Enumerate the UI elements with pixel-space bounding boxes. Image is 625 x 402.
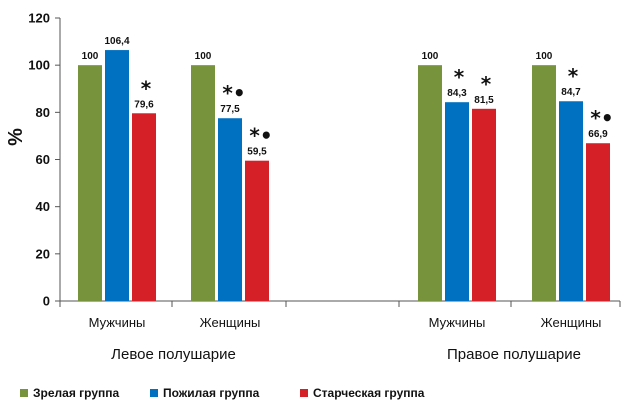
y-tick-label: 100 — [28, 58, 50, 73]
bar — [532, 65, 556, 302]
data-label: 100 — [536, 51, 553, 62]
bar — [586, 143, 610, 301]
y-tick-label: 80 — [36, 105, 50, 120]
data-label: 79,6 — [134, 99, 154, 110]
significance-mark: *• — [590, 106, 613, 130]
significance-mark: * — [454, 65, 465, 89]
category-label: Мужчины — [429, 315, 486, 330]
legend-swatch — [150, 389, 158, 397]
bars — [78, 50, 610, 302]
data-label: 100 — [82, 51, 99, 62]
significance-mark: * — [141, 76, 152, 100]
data-label: 100 — [195, 51, 212, 62]
significance-mark: * — [481, 72, 492, 96]
y-axis-title: % — [5, 128, 27, 146]
legend-label: Зрелая группа — [33, 386, 119, 400]
data-label: 106,4 — [104, 36, 129, 47]
group-label: Правое полушарие — [447, 346, 581, 363]
category-labels: Мужчины Женщины Левое полушарие Мужчины Женщ… — [89, 315, 602, 363]
bar — [191, 65, 215, 302]
data-label: 77,5 — [220, 104, 240, 115]
y-tick-label: 0 — [43, 294, 50, 309]
significance-mark: *• — [222, 81, 245, 105]
data-label: 81,5 — [474, 95, 494, 106]
category-label: Женщины — [541, 315, 602, 330]
data-label: 84,3 — [447, 88, 467, 99]
bar — [445, 102, 469, 301]
y-axis-ticks: 0 20 40 60 80 100 120 — [28, 11, 60, 309]
y-tick-label: 60 — [36, 152, 50, 167]
bar — [559, 101, 583, 301]
bar — [472, 108, 496, 301]
category-label: Мужчины — [89, 315, 146, 330]
significance-mark: * — [568, 64, 579, 88]
y-tick-label: 40 — [36, 199, 50, 214]
bar — [418, 65, 442, 302]
bar — [105, 50, 129, 301]
bar — [218, 118, 242, 302]
data-label: 84,7 — [561, 87, 581, 98]
data-label: 100 — [422, 51, 439, 62]
legend: Зрелая группа Пожилая группа Старческая гр… — [20, 386, 425, 400]
bar — [78, 65, 102, 302]
group-label: Левое полушарие — [111, 346, 236, 363]
legend-swatch — [300, 389, 308, 397]
data-label: 59,5 — [247, 147, 267, 158]
significance-mark: *• — [249, 124, 272, 148]
legend-label: Старческая группа — [313, 386, 425, 400]
category-label: Женщины — [200, 315, 261, 330]
legend-swatch — [20, 389, 28, 397]
bar — [132, 113, 156, 301]
legend-label: Пожилая группа — [163, 386, 260, 400]
data-labels: 100106,479,6*10077,5*•59,5*•10084,3*81,5… — [82, 36, 614, 158]
y-tick-label: 20 — [36, 246, 50, 261]
y-tick-label: 120 — [28, 11, 50, 26]
bar — [245, 160, 269, 301]
data-label: 66,9 — [588, 129, 608, 140]
